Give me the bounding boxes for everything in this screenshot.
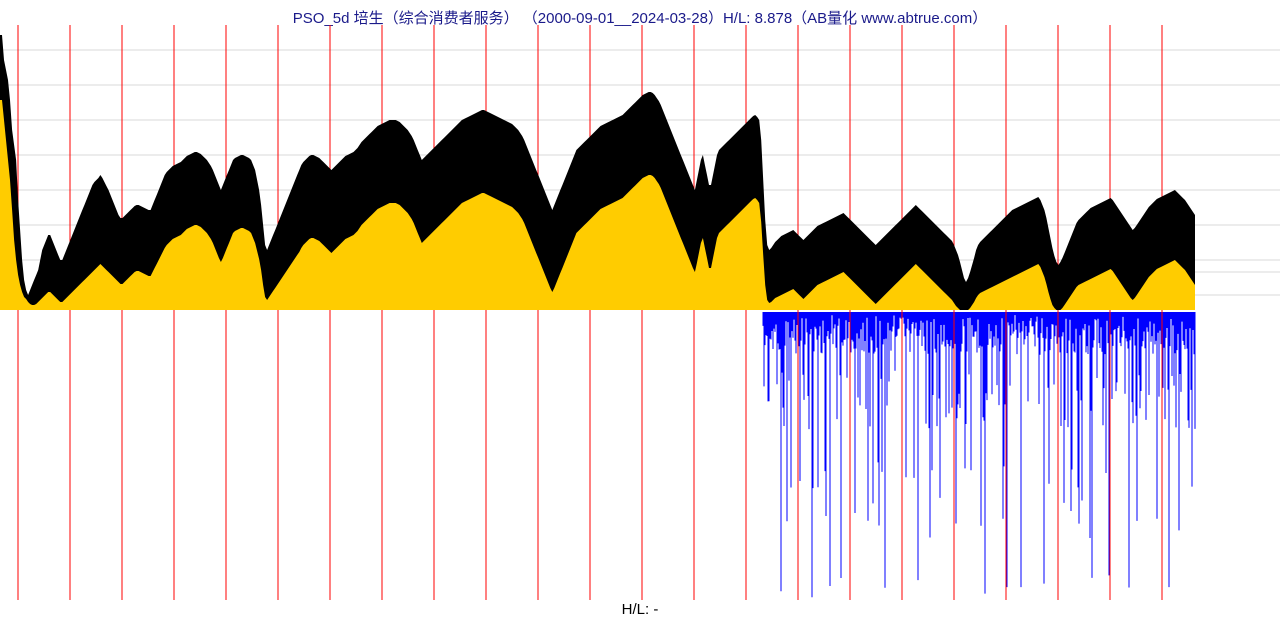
stock-chart: PSO_5d 培生（综合消费者服务） （2000-09-01__2024-03-… — [0, 0, 1280, 620]
chart-footer: H/L: - — [0, 601, 1280, 618]
chart-canvas — [0, 0, 1280, 620]
